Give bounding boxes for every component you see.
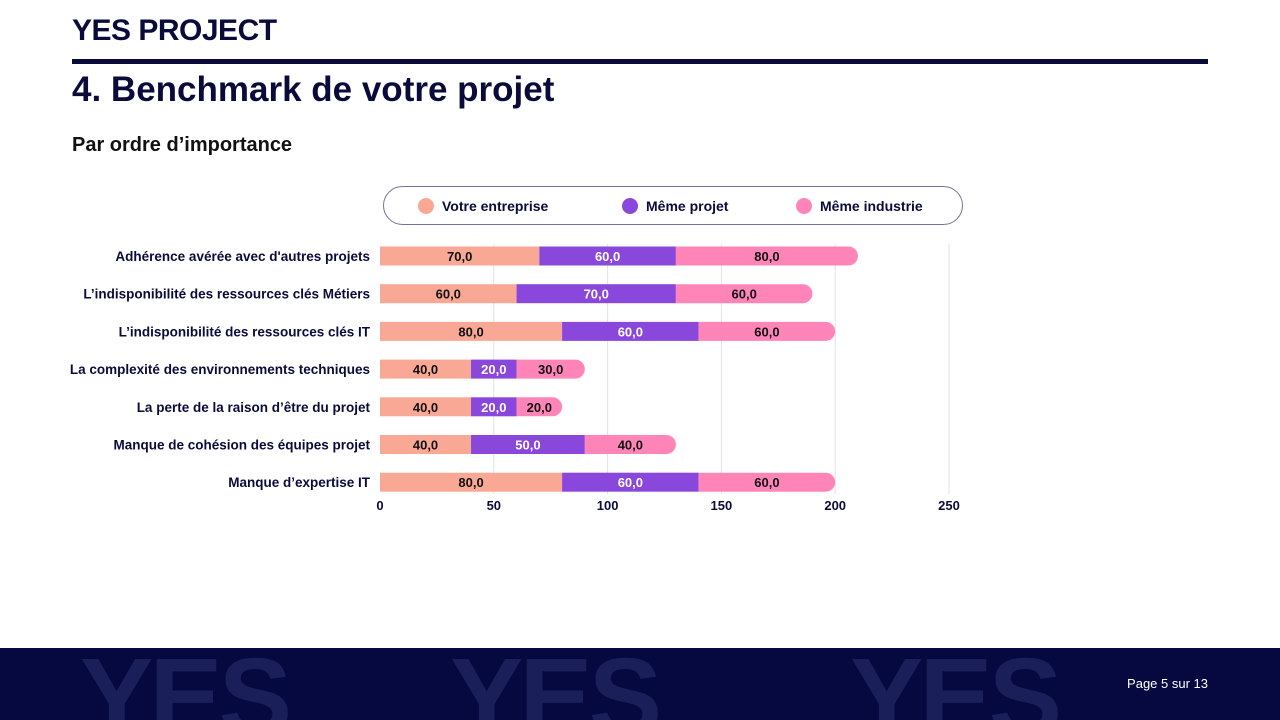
chart-legend: Votre entreprise Même projet Même indust…	[383, 186, 963, 225]
legend-item: Votre entreprise	[418, 197, 549, 214]
bar-segment	[562, 321, 699, 341]
category-label: La complexité des environnements techniq…	[70, 362, 370, 377]
x-tick-label: 100	[597, 498, 619, 513]
bar-segment	[516, 284, 676, 304]
bar-segment	[380, 435, 472, 454]
bar-segment	[516, 397, 563, 417]
legend-label: Votre entreprise	[442, 197, 549, 214]
bar-segment	[380, 246, 540, 266]
legend-item: Même projet	[622, 197, 729, 214]
bar-segment	[380, 359, 472, 379]
bar-segment	[675, 246, 858, 266]
watermark: YES	[80, 648, 289, 720]
data-label: 70,0	[584, 287, 609, 302]
page-title: 4. Benchmark de votre projet	[72, 70, 555, 109]
data-label: 20,0	[481, 400, 506, 415]
bar-segment	[380, 284, 517, 304]
data-label: 60,0	[732, 287, 757, 302]
data-label: 60,0	[754, 324, 779, 339]
category-label: L’indisponibilité des ressources clés IT	[119, 324, 371, 339]
bar-segment	[698, 472, 836, 492]
bar-segment	[516, 359, 585, 379]
header-rule	[72, 59, 1208, 64]
legend-swatch	[418, 197, 434, 214]
bar-segment	[539, 246, 676, 266]
bar-segment	[584, 435, 676, 454]
data-label: 20,0	[481, 362, 506, 377]
data-label: 30,0	[538, 362, 563, 377]
watermark: YES	[850, 648, 1059, 720]
data-label: 80,0	[458, 324, 483, 339]
data-label: 20,0	[527, 400, 552, 415]
legend-label: Même industrie	[820, 197, 923, 214]
data-label: 60,0	[595, 249, 620, 264]
bar-segment	[380, 472, 563, 492]
bar-segment	[471, 435, 585, 454]
bar-segment	[380, 321, 563, 341]
bar-segment	[380, 397, 472, 417]
page-number: Page 5 sur 13	[1127, 676, 1208, 691]
data-label: 40,0	[413, 362, 438, 377]
legend-swatch	[796, 197, 812, 214]
legend-label: Même projet	[646, 197, 729, 214]
data-label: 60,0	[754, 475, 779, 490]
bar-segment	[471, 359, 517, 379]
x-tick-label: 200	[824, 498, 846, 513]
legend-item: Même industrie	[796, 197, 923, 214]
x-tick-label: 0	[376, 498, 383, 513]
page-subtitle: Par ordre d’importance	[72, 134, 293, 156]
data-label: 50,0	[515, 438, 540, 453]
bar-segment	[562, 472, 699, 492]
watermark: YES	[450, 648, 659, 720]
data-label: 80,0	[754, 249, 779, 264]
stacked-bar-chart: 0 50 100 150 200 250 Adhérence avérée avec d'a…	[70, 244, 960, 513]
category-label: La perte de la raison d’être du projet	[137, 400, 371, 415]
bar-segment	[698, 321, 836, 341]
logo: YES PROJECT	[72, 14, 277, 47]
category-label: Manque d’expertise IT	[228, 475, 371, 490]
data-label: 60,0	[618, 324, 643, 339]
bar-segment	[675, 284, 813, 304]
bar-segment	[471, 397, 517, 417]
category-label: L’indisponibilité des ressources clés Mé…	[83, 287, 370, 302]
data-label: 80,0	[458, 475, 483, 490]
footer: YES YES YES Page 5 sur 13	[0, 648, 1280, 720]
data-label: 40,0	[413, 438, 438, 453]
category-label: Adhérence avérée avec d'autres projets	[115, 249, 370, 264]
x-tick-label: 150	[711, 498, 733, 513]
x-tick-label: 250	[938, 498, 960, 513]
data-label: 60,0	[436, 287, 461, 302]
data-label: 40,0	[413, 400, 438, 415]
legend-swatch	[622, 197, 638, 214]
data-label: 40,0	[618, 438, 643, 453]
data-label: 60,0	[618, 475, 643, 490]
category-label: Manque de cohésion des équipes projet	[113, 438, 370, 453]
data-label: 70,0	[447, 249, 472, 264]
x-tick-label: 50	[487, 498, 501, 513]
